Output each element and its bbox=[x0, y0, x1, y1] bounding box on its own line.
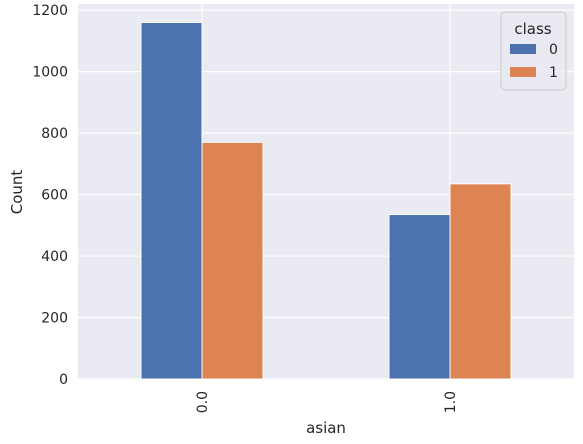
legend-swatch-class-0 bbox=[510, 44, 536, 54]
y-tick-label-800: 800 bbox=[41, 126, 68, 142]
x-axis-ticks: 0.0 1.0 bbox=[195, 391, 459, 413]
y-tick-label-1200: 1200 bbox=[32, 3, 68, 19]
legend: class 0 1 bbox=[501, 12, 566, 90]
y-tick-label-600: 600 bbox=[41, 188, 68, 204]
x-tick-label-1.0: 1.0 bbox=[443, 391, 459, 413]
bar-1.0-class-1 bbox=[450, 184, 511, 379]
legend-swatch-class-1 bbox=[510, 67, 536, 77]
legend-title: class bbox=[514, 20, 551, 38]
x-axis-label: asian bbox=[306, 419, 346, 437]
bar-0.0-class-1 bbox=[202, 142, 263, 379]
y-axis-label: Count bbox=[8, 170, 26, 215]
x-tick-label-0.0: 0.0 bbox=[195, 391, 211, 413]
legend-label-class-0: 0 bbox=[549, 42, 558, 58]
y-tick-label-200: 200 bbox=[41, 311, 68, 327]
bar-0.0-class-0 bbox=[141, 22, 202, 379]
y-axis-ticks: 0 200 400 600 800 1000 1200 bbox=[32, 3, 68, 388]
legend-label-class-1: 1 bbox=[549, 65, 558, 81]
y-tick-label-0: 0 bbox=[59, 372, 68, 388]
y-tick-label-400: 400 bbox=[41, 249, 68, 265]
bar-1.0-class-0 bbox=[389, 215, 450, 379]
y-tick-label-1000: 1000 bbox=[32, 65, 68, 81]
